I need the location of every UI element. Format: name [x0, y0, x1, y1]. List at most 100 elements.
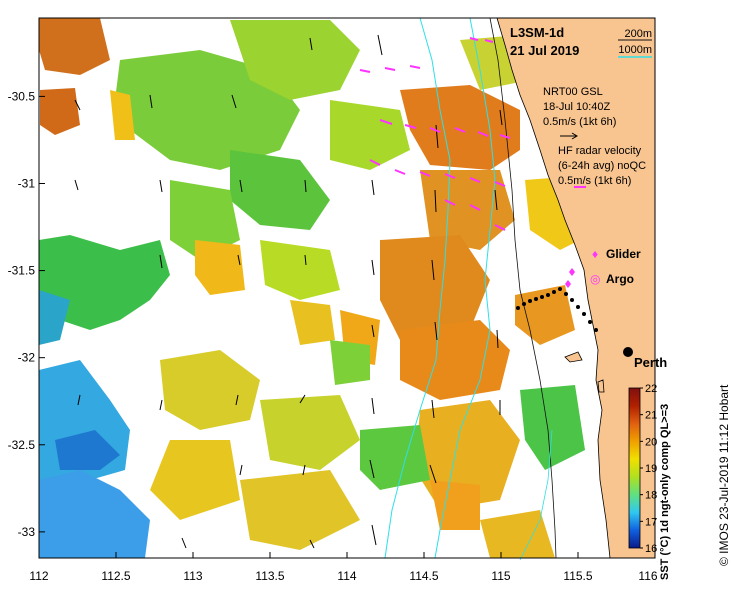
x-tick-label: 112.5	[101, 569, 130, 583]
radar-vector	[379, 119, 393, 125]
argo-legend-label: Argo	[606, 272, 634, 286]
island	[597, 379, 605, 393]
y-tick-label: -32.5	[8, 438, 36, 452]
wind-vector	[434, 189, 437, 213]
sst-patch	[330, 340, 370, 385]
radar-vector	[394, 169, 406, 175]
sst-patch	[195, 240, 245, 295]
sst-patch	[420, 170, 515, 250]
glider-position	[576, 305, 580, 309]
glider-position	[534, 297, 538, 301]
wind-vectors	[74, 34, 503, 549]
radar-vector	[469, 204, 481, 211]
sst-patch	[55, 430, 120, 470]
wind-vector	[74, 179, 79, 191]
sst-patch	[330, 100, 410, 170]
radar-vector	[419, 171, 431, 177]
wind-vector	[149, 94, 153, 109]
glider-current	[565, 268, 575, 288]
wind-vector	[371, 524, 377, 546]
isobath-label-200m: 200m	[624, 28, 652, 40]
wind-vector	[431, 399, 435, 419]
radar-vectors	[359, 37, 511, 231]
colorbar-tick-label: 17	[645, 516, 657, 528]
isobath-label-1000m: 1000m	[618, 44, 652, 56]
y-tick-label: -30.5	[8, 89, 36, 103]
x-tick-label: 116	[638, 569, 657, 583]
wind-vector	[371, 324, 375, 338]
colorbar	[628, 387, 641, 549]
wind-vector	[304, 254, 307, 266]
wind-vector	[496, 329, 499, 349]
wind-vector	[304, 179, 307, 193]
isobath-1000m	[519, 429, 553, 561]
y-tick-label: -31.5	[8, 264, 36, 278]
wind-vector	[181, 537, 187, 549]
sst-patch	[360, 425, 430, 490]
radar-vector	[359, 69, 371, 73]
wind-vector	[499, 109, 503, 126]
y-tick-label: -31	[18, 176, 36, 190]
sst-patch	[230, 150, 330, 230]
radar-vector	[444, 199, 456, 206]
isobath-1000m	[434, 17, 496, 559]
y-axis: -30.5 -31 -31.5 -32 -32.5 -33	[8, 89, 45, 539]
sst-patch	[230, 20, 360, 100]
glider-position	[522, 302, 526, 306]
glider-track	[516, 287, 598, 332]
sst-patch	[39, 290, 70, 345]
sst-patch	[39, 470, 150, 558]
wind-vector	[431, 259, 435, 281]
sst-patch	[39, 235, 170, 330]
wind-vector	[159, 179, 163, 193]
x-tick-label: 112	[29, 569, 48, 583]
colorbar-tick-label: 22	[645, 383, 657, 395]
glider-position	[570, 298, 574, 302]
radar-vector	[469, 177, 481, 183]
radar-vector	[404, 124, 417, 129]
y-tick-label: -33	[18, 525, 36, 539]
glider-position	[546, 293, 550, 297]
wind-vector	[309, 539, 315, 549]
sst-patch	[240, 470, 360, 550]
radar-vector	[494, 181, 506, 187]
sst-patch	[520, 385, 585, 470]
y-tick-label: -32	[18, 351, 36, 365]
glider-position	[582, 312, 586, 316]
land	[496, 17, 656, 559]
sst-patch	[400, 320, 510, 400]
radar-vector	[499, 134, 511, 139]
wind-vector	[309, 37, 313, 51]
wind-vector	[77, 394, 81, 406]
x-tick-label: 115.5	[563, 569, 592, 583]
glider-position	[516, 306, 520, 310]
radar-legend-line1: HF radar velocity	[558, 145, 642, 157]
glider-position	[558, 287, 562, 291]
sst-patches	[39, 18, 600, 558]
radar-legend-line2: (6-24h avg) noQC	[558, 160, 646, 172]
colorbar-tick-label: 16	[645, 543, 657, 555]
x-tick-label: 113	[183, 569, 202, 583]
x-tick-label: 113.5	[255, 569, 284, 583]
glider-legend-icon: ♦	[592, 247, 598, 261]
date-label: 21 Jul 2019	[510, 43, 579, 58]
glider-position	[564, 292, 568, 296]
glider-position	[540, 295, 544, 299]
colorbar-tick-label: 19	[645, 463, 657, 475]
wind-vector	[74, 99, 81, 111]
radar-vector	[477, 131, 489, 137]
sst-patch	[39, 18, 110, 75]
wind-vector	[239, 464, 243, 476]
radar-vector	[444, 173, 456, 179]
sst-patch	[160, 350, 260, 430]
colorbar-tick-label: 21	[645, 410, 657, 422]
sst-patch	[290, 300, 335, 345]
glider-position	[552, 290, 556, 294]
island	[564, 351, 583, 363]
sst-patch	[40, 88, 80, 135]
sst-patch	[480, 510, 555, 558]
radar-vector	[384, 67, 396, 71]
wind-vector	[371, 179, 375, 196]
wind-legend-line1: NRT00 GSL	[543, 86, 603, 98]
